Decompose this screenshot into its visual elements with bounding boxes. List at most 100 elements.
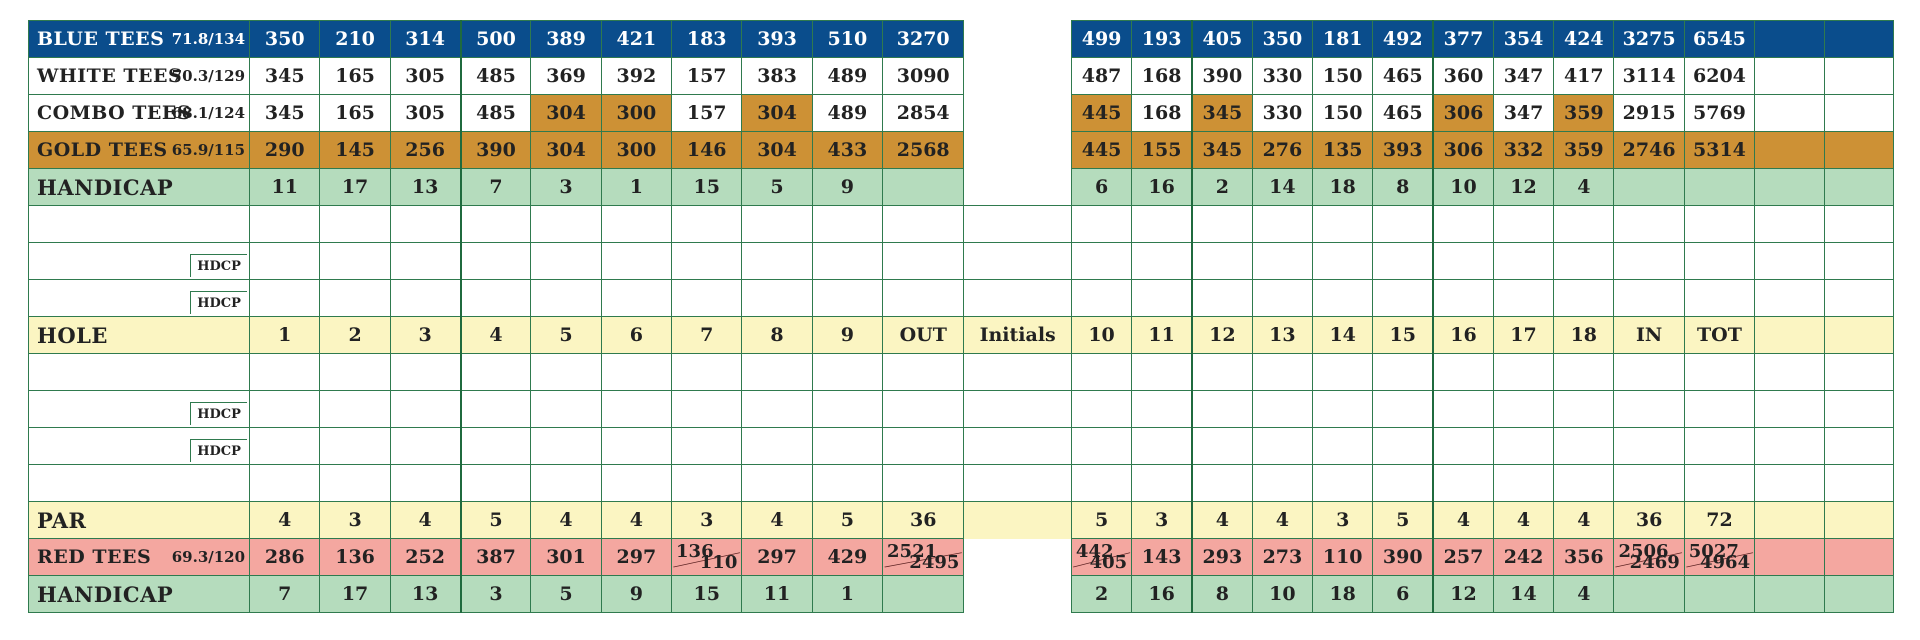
player-row-5-score-cell[interactable] — [319, 390, 391, 428]
player-row-5-score-cell[interactable] — [671, 390, 743, 428]
player-row-7-score-cell[interactable] — [249, 464, 321, 502]
player-row-4-score-cell[interactable] — [1432, 353, 1494, 391]
player-row-7-score-cell[interactable] — [811, 464, 884, 502]
player-row-5-score-cell[interactable] — [1553, 390, 1615, 428]
player-row-4-score-cell[interactable] — [600, 353, 673, 391]
player-row-2[interactable]: HDCP — [27, 242, 1894, 280]
player-row-3-score-cell[interactable] — [1683, 279, 1756, 317]
player-row-3-score-cell[interactable] — [1432, 279, 1494, 317]
player-row-1-score-cell[interactable] — [741, 205, 813, 243]
player-row-7-initials-cell[interactable] — [963, 464, 1072, 502]
player-row-4-score-cell[interactable] — [1372, 353, 1434, 391]
player-row-6-score-cell[interactable] — [882, 427, 965, 465]
player-row-4-score-cell[interactable] — [319, 353, 391, 391]
player-row-6-score-cell[interactable] — [1824, 427, 1894, 465]
player-row-7-score-cell[interactable] — [741, 464, 813, 502]
player-row-3-score-cell[interactable] — [811, 279, 884, 317]
player-row-5-score-cell[interactable] — [249, 390, 321, 428]
player-row-4-score-cell[interactable] — [1190, 353, 1253, 391]
player-row-1-score-cell[interactable] — [1131, 205, 1193, 243]
player-row-1-score-cell[interactable] — [1754, 205, 1826, 243]
player-row-1-score-cell[interactable] — [1432, 205, 1494, 243]
player-row-3[interactable]: HDCP — [27, 279, 1894, 317]
player-row-4-score-cell[interactable] — [1492, 353, 1555, 391]
player-row-5-score-cell[interactable] — [1754, 390, 1826, 428]
player-row-1-score-cell[interactable] — [1492, 205, 1555, 243]
player-row-6-score-cell[interactable] — [1754, 427, 1826, 465]
player-row-5-score-cell[interactable] — [1683, 390, 1756, 428]
player-row-5-score-cell[interactable] — [882, 390, 965, 428]
player-row-4-score-cell[interactable] — [459, 353, 532, 391]
player-row-5-score-cell[interactable] — [1613, 390, 1685, 428]
player-row-5-score-cell[interactable] — [1432, 390, 1494, 428]
player-row-7-score-cell[interactable] — [530, 464, 602, 502]
player-row-2-score-cell[interactable] — [1613, 242, 1685, 280]
player-row-3-score-cell[interactable] — [389, 279, 462, 317]
player-row-2-score-cell[interactable] — [1312, 242, 1374, 280]
player-row-3-score-cell[interactable] — [1372, 279, 1434, 317]
player-row-6-initials-cell[interactable] — [963, 427, 1072, 465]
player-row-1-score-cell[interactable] — [1070, 205, 1133, 243]
player-row-1-score-cell[interactable] — [249, 205, 321, 243]
player-row-7-score-cell[interactable] — [1754, 464, 1826, 502]
player-row-6-score-cell[interactable] — [1553, 427, 1615, 465]
player-row-6-score-cell[interactable] — [600, 427, 673, 465]
player-row-3-score-cell[interactable] — [319, 279, 391, 317]
player-row-4-score-cell[interactable] — [530, 353, 602, 391]
player-row-7-score-cell[interactable] — [1312, 464, 1374, 502]
player-row-4-score-cell[interactable] — [811, 353, 884, 391]
player-row-5-score-cell[interactable] — [1312, 390, 1374, 428]
player-row-5-initials-cell[interactable] — [963, 390, 1072, 428]
player-row-4-score-cell[interactable] — [1131, 353, 1193, 391]
player-row-3-score-cell[interactable] — [671, 279, 743, 317]
player-row-6-score-cell[interactable] — [319, 427, 391, 465]
player-row-1-initials-cell[interactable] — [963, 205, 1072, 243]
player-row-6-score-cell[interactable] — [1251, 427, 1314, 465]
player-row-7-score-cell[interactable] — [882, 464, 965, 502]
player-row-6-score-cell[interactable] — [249, 427, 321, 465]
player-row-2-score-cell[interactable] — [600, 242, 673, 280]
player-row-3-score-cell[interactable] — [1312, 279, 1374, 317]
player-row-6-score-cell[interactable] — [1190, 427, 1253, 465]
player-row-5-score-cell[interactable] — [1251, 390, 1314, 428]
player-row-5-score-cell[interactable] — [1190, 390, 1253, 428]
player-row-1-score-cell[interactable] — [671, 205, 743, 243]
player-row-5-score-cell[interactable] — [1070, 390, 1133, 428]
player-row-2-score-cell[interactable] — [1683, 242, 1756, 280]
player-row-2-score-cell[interactable] — [459, 242, 532, 280]
player-row-1-score-cell[interactable] — [1553, 205, 1615, 243]
player-row-5-score-cell[interactable] — [600, 390, 673, 428]
player-row-1-score-cell[interactable] — [319, 205, 391, 243]
player-row-6-score-cell[interactable] — [811, 427, 884, 465]
player-row-2-score-cell[interactable] — [811, 242, 884, 280]
player-row-3-score-cell[interactable] — [1492, 279, 1555, 317]
player-row-4-score-cell[interactable] — [1613, 353, 1685, 391]
player-row-4[interactable] — [27, 353, 1894, 391]
player-row-6-score-cell[interactable] — [1492, 427, 1555, 465]
player-row-1-score-cell[interactable] — [1683, 205, 1756, 243]
player-row-3-score-cell[interactable] — [1824, 279, 1894, 317]
player-row-4-score-cell[interactable] — [1824, 353, 1894, 391]
player-row-7-score-cell[interactable] — [1824, 464, 1894, 502]
player-row-5-score-cell[interactable] — [530, 390, 602, 428]
player-row-2-score-cell[interactable] — [1432, 242, 1494, 280]
player-row-1-score-cell[interactable] — [1613, 205, 1685, 243]
player-row-7-score-cell[interactable] — [389, 464, 462, 502]
player-row-7-score-cell[interactable] — [1492, 464, 1555, 502]
player-row-6-score-cell[interactable] — [1131, 427, 1193, 465]
player-row-3-score-cell[interactable] — [1553, 279, 1615, 317]
player-row-2-score-cell[interactable] — [1251, 242, 1314, 280]
player-row-4-score-cell[interactable] — [1553, 353, 1615, 391]
player-row-3-score-cell[interactable] — [882, 279, 965, 317]
player-row-5[interactable]: HDCP — [27, 390, 1894, 428]
player-row-5-score-cell[interactable] — [811, 390, 884, 428]
player-row-6-score-cell[interactable] — [741, 427, 813, 465]
player-row-7-score-cell[interactable] — [671, 464, 743, 502]
player-row-7-score-cell[interactable] — [1432, 464, 1494, 502]
player-row-4-score-cell[interactable] — [1070, 353, 1133, 391]
player-row-4-score-cell[interactable] — [249, 353, 321, 391]
player-row-2-score-cell[interactable] — [882, 242, 965, 280]
player-row-2-score-cell[interactable] — [741, 242, 813, 280]
player-row-4-score-cell[interactable] — [1754, 353, 1826, 391]
player-row-6-score-cell[interactable] — [1432, 427, 1494, 465]
